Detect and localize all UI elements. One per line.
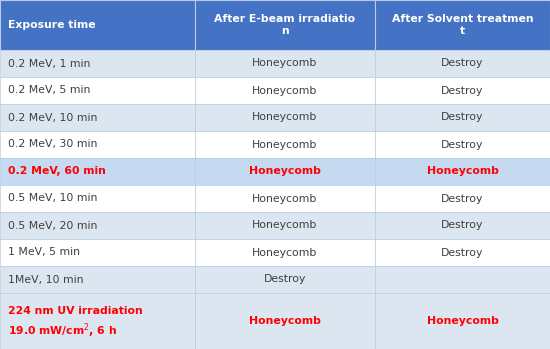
Bar [0, 212, 195, 239]
Bar [0, 266, 195, 293]
Bar [0, 77, 195, 104]
Bar [375, 104, 550, 131]
Text: 224 nm UV irradiation: 224 nm UV irradiation [8, 306, 143, 316]
Bar [195, 266, 375, 293]
Bar [195, 104, 375, 131]
Text: 19.0 mW/cm$^2$, 6 h: 19.0 mW/cm$^2$, 6 h [8, 322, 117, 340]
Bar [195, 50, 375, 77]
Text: 0.2 MeV, 5 min: 0.2 MeV, 5 min [8, 86, 90, 96]
Bar [195, 158, 375, 185]
Bar [375, 50, 550, 77]
Text: Honeycomb: Honeycomb [252, 140, 318, 149]
Bar [0, 185, 195, 212]
Bar [375, 131, 550, 158]
Text: Honeycomb: Honeycomb [427, 316, 498, 326]
Bar [0, 158, 195, 185]
Bar [375, 158, 550, 185]
Text: Honeycomb: Honeycomb [252, 86, 318, 96]
Bar [195, 293, 375, 349]
Bar [0, 50, 195, 77]
Text: 0.2 MeV, 60 min: 0.2 MeV, 60 min [8, 166, 106, 177]
Bar [0, 131, 195, 158]
Text: 1MeV, 10 min: 1MeV, 10 min [8, 275, 84, 284]
Text: 0.2 MeV, 10 min: 0.2 MeV, 10 min [8, 112, 97, 122]
Bar [375, 293, 550, 349]
Text: Honeycomb: Honeycomb [252, 112, 318, 122]
Text: Destroy: Destroy [441, 140, 483, 149]
Bar [375, 239, 550, 266]
Text: Destroy: Destroy [441, 59, 483, 68]
Text: Destroy: Destroy [441, 112, 483, 122]
Text: Exposure time: Exposure time [8, 20, 96, 30]
Text: Destroy: Destroy [264, 275, 306, 284]
Text: Honeycomb: Honeycomb [252, 221, 318, 230]
Bar [195, 185, 375, 212]
Bar [195, 239, 375, 266]
Text: Honeycomb: Honeycomb [252, 193, 318, 203]
Text: After E-beam irradiatio
n: After E-beam irradiatio n [214, 14, 355, 36]
Bar [375, 185, 550, 212]
Text: Honeycomb: Honeycomb [249, 316, 321, 326]
Text: 1 MeV, 5 min: 1 MeV, 5 min [8, 247, 80, 258]
Bar [195, 131, 375, 158]
Text: Destroy: Destroy [441, 86, 483, 96]
Text: Honeycomb: Honeycomb [427, 166, 498, 177]
Text: 0.2 MeV, 30 min: 0.2 MeV, 30 min [8, 140, 97, 149]
Text: Destroy: Destroy [441, 221, 483, 230]
Bar [375, 266, 550, 293]
Bar [195, 0, 375, 50]
Bar [375, 0, 550, 50]
Bar [195, 77, 375, 104]
Text: After Solvent treatmen
t: After Solvent treatmen t [392, 14, 534, 36]
Text: Honeycomb: Honeycomb [249, 166, 321, 177]
Bar [0, 104, 195, 131]
Bar [0, 0, 195, 50]
Text: 0.2 MeV, 1 min: 0.2 MeV, 1 min [8, 59, 90, 68]
Bar [195, 212, 375, 239]
Text: Destroy: Destroy [441, 247, 483, 258]
Bar [375, 77, 550, 104]
Text: 0.5 MeV, 20 min: 0.5 MeV, 20 min [8, 221, 97, 230]
Bar [0, 293, 195, 349]
Bar [0, 239, 195, 266]
Bar [375, 212, 550, 239]
Text: 0.5 MeV, 10 min: 0.5 MeV, 10 min [8, 193, 97, 203]
Text: Honeycomb: Honeycomb [252, 59, 318, 68]
Text: Destroy: Destroy [441, 193, 483, 203]
Text: Honeycomb: Honeycomb [252, 247, 318, 258]
